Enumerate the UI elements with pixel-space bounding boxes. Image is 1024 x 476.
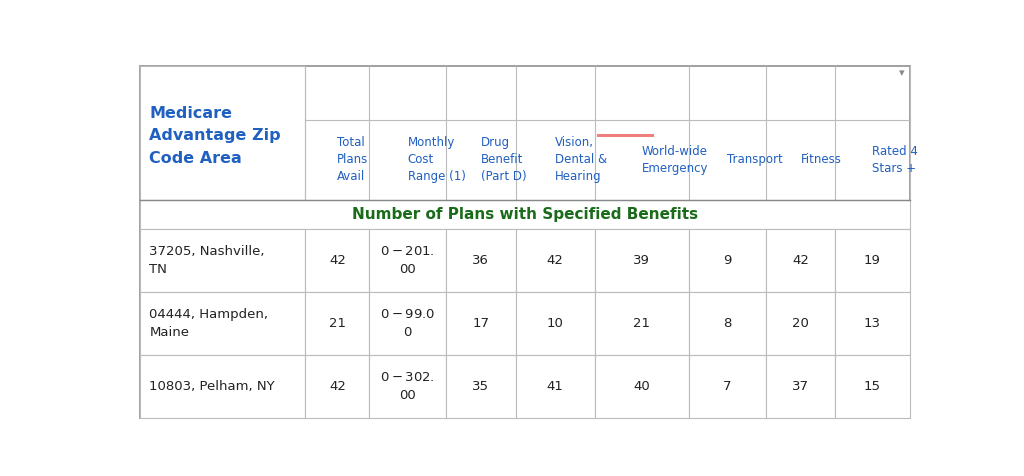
- Bar: [446, 292, 515, 355]
- Text: 37205, Nashville,
TN: 37205, Nashville, TN: [150, 245, 265, 276]
- Text: 20: 20: [792, 317, 809, 330]
- Text: Rated 4
Stars +: Rated 4 Stars +: [872, 145, 919, 175]
- Bar: [515, 292, 595, 355]
- Bar: [766, 229, 835, 292]
- Text: 42: 42: [329, 254, 346, 267]
- Bar: [689, 292, 766, 355]
- Text: $0-$302.
00: $0-$302. 00: [381, 371, 435, 402]
- Text: Number of Plans with Specified Benefits: Number of Plans with Specified Benefits: [351, 207, 698, 222]
- Bar: [305, 292, 370, 355]
- Bar: [595, 229, 689, 292]
- Text: 9: 9: [723, 254, 731, 267]
- Bar: [446, 355, 515, 418]
- Bar: [595, 292, 689, 355]
- Bar: [140, 200, 909, 229]
- Text: 10: 10: [547, 317, 563, 330]
- Text: 21: 21: [633, 317, 650, 330]
- Text: World-wide
Emergency: World-wide Emergency: [642, 145, 709, 175]
- Text: $0-$201.
00: $0-$201. 00: [381, 245, 435, 276]
- Bar: [370, 229, 446, 292]
- Text: Medicare
Advantage Zip
Code Area: Medicare Advantage Zip Code Area: [150, 106, 281, 166]
- Text: 21: 21: [329, 317, 346, 330]
- Bar: [595, 355, 689, 418]
- Text: 8: 8: [723, 317, 731, 330]
- Text: 37: 37: [792, 380, 809, 393]
- Bar: [766, 292, 835, 355]
- Text: 42: 42: [547, 254, 563, 267]
- Text: 41: 41: [547, 380, 563, 393]
- Bar: [689, 355, 766, 418]
- Text: 36: 36: [472, 254, 489, 267]
- Bar: [370, 355, 446, 418]
- Text: 15: 15: [864, 380, 881, 393]
- Bar: [305, 229, 370, 292]
- Text: 17: 17: [472, 317, 489, 330]
- Bar: [305, 355, 370, 418]
- Bar: [766, 355, 835, 418]
- Bar: [140, 355, 305, 418]
- Bar: [140, 229, 305, 292]
- Bar: [835, 355, 909, 418]
- Bar: [140, 66, 305, 200]
- Bar: [515, 229, 595, 292]
- Text: 39: 39: [634, 254, 650, 267]
- Text: Drug
Benefit
(Part D): Drug Benefit (Part D): [481, 137, 526, 183]
- Bar: [689, 229, 766, 292]
- Bar: [370, 292, 446, 355]
- Bar: [140, 292, 305, 355]
- Text: 42: 42: [329, 380, 346, 393]
- Text: Total
Plans
Avail: Total Plans Avail: [337, 137, 369, 183]
- Text: 13: 13: [864, 317, 881, 330]
- Bar: [515, 355, 595, 418]
- Bar: [835, 292, 909, 355]
- Text: 7: 7: [723, 380, 731, 393]
- Text: Monthly
Cost
Range (1): Monthly Cost Range (1): [408, 137, 466, 183]
- Bar: [835, 229, 909, 292]
- Text: Vision,
Dental &
Hearing: Vision, Dental & Hearing: [555, 137, 607, 183]
- Text: ▾: ▾: [899, 68, 904, 78]
- Text: Fitness: Fitness: [801, 153, 842, 167]
- Text: 42: 42: [792, 254, 809, 267]
- Bar: [446, 229, 515, 292]
- Text: $0-$99.0
0: $0-$99.0 0: [380, 308, 435, 339]
- Text: 04444, Hampden,
Maine: 04444, Hampden, Maine: [150, 308, 268, 339]
- Text: 19: 19: [864, 254, 881, 267]
- Text: Transport: Transport: [727, 153, 783, 167]
- Text: 10803, Pelham, NY: 10803, Pelham, NY: [150, 380, 275, 393]
- Text: 35: 35: [472, 380, 489, 393]
- Text: 40: 40: [634, 380, 650, 393]
